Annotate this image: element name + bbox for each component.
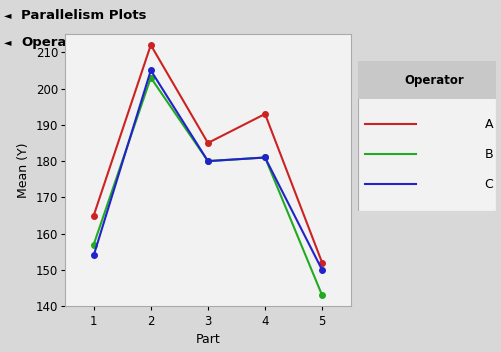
Text: C: C	[484, 177, 493, 190]
C	[319, 268, 325, 272]
Text: ◄: ◄	[4, 38, 12, 48]
Text: Parallelism Plots: Parallelism Plots	[21, 8, 146, 21]
Text: ◄: ◄	[4, 10, 12, 20]
B	[205, 159, 211, 163]
X-axis label: Part: Part	[195, 333, 220, 346]
A	[91, 213, 97, 218]
Text: Operator: Operator	[404, 74, 464, 87]
Y-axis label: Mean (Y): Mean (Y)	[17, 143, 30, 198]
Text: Operator: Operator	[21, 36, 89, 49]
Line: B: B	[91, 75, 325, 298]
Text: B: B	[484, 147, 493, 161]
FancyBboxPatch shape	[358, 61, 496, 211]
FancyBboxPatch shape	[358, 61, 496, 99]
B	[262, 155, 268, 159]
A	[262, 112, 268, 116]
B	[91, 243, 97, 247]
A	[205, 141, 211, 145]
B	[148, 76, 154, 80]
Line: A: A	[91, 42, 325, 265]
C	[262, 155, 268, 159]
C	[148, 68, 154, 73]
C	[205, 159, 211, 163]
A	[319, 260, 325, 265]
C	[91, 253, 97, 258]
B	[319, 293, 325, 297]
A	[148, 43, 154, 47]
Line: C: C	[91, 68, 325, 273]
Text: A: A	[485, 118, 493, 131]
